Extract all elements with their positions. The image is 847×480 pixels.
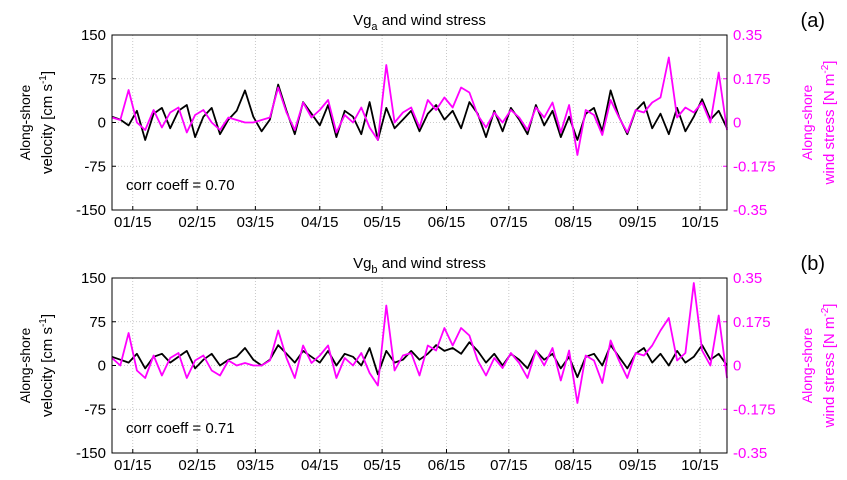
panel-label: (a): [801, 10, 825, 32]
y2-tick-label: 0.35: [733, 270, 762, 287]
x-tick-label: 07/15: [490, 457, 528, 474]
x-tick-label: 02/15: [178, 457, 216, 474]
x-tick-label: 01/15: [114, 214, 152, 231]
title-subscript: a: [371, 21, 378, 33]
title-main: Vg: [353, 12, 371, 29]
y-label: Along-shore: [17, 328, 33, 404]
x-tick-label: 05/15: [363, 457, 401, 474]
x-tick-label: 09/15: [619, 214, 657, 231]
x-tick-label: 10/15: [681, 457, 719, 474]
y-label-text: ]: [39, 71, 56, 75]
y-tick-label: -75: [84, 401, 106, 418]
y-tick-label: 0: [98, 358, 106, 375]
y-label: velocity [cm s-1]: [38, 71, 56, 174]
x-tick-label: 04/15: [301, 214, 339, 231]
annotation: corr coeff = 0.70: [126, 177, 235, 194]
panel: 01/15 02/15 03/15 04/15 05/15 06/15 07/15 08/15…: [17, 10, 838, 231]
y-label-superscript: -1: [38, 318, 49, 327]
y-label: velocity [cm s-1]: [38, 314, 56, 417]
y2-label-text: ]: [821, 304, 838, 308]
y2-label-text: wind stress [N m: [821, 317, 838, 429]
series-line: [111, 56, 728, 156]
x-tick-label: 03/15: [237, 457, 275, 474]
y2-tick-label: -0.175: [733, 401, 776, 418]
y-tick-label: 150: [81, 27, 106, 44]
x-tick-label: 06/15: [428, 457, 466, 474]
y2-label: wind stress [N m-2]: [820, 61, 838, 186]
plot-frame: [111, 34, 728, 211]
title-rest: and wind stress: [378, 12, 486, 29]
y-label-text: ]: [39, 314, 56, 318]
y2-tick-label: 0.175: [733, 71, 771, 88]
panel: 01/15 02/15 03/15 04/15 05/15 06/15 07/15 08/15…: [17, 253, 838, 474]
chart-title: Vgb and wind stress: [353, 255, 486, 276]
y-tick-label: -150: [76, 445, 106, 462]
x-tick-label: 01/15: [114, 457, 152, 474]
x-tick-label: 07/15: [490, 214, 528, 231]
y2-label-text: wind stress [N m: [821, 74, 838, 186]
title-main: Vg: [353, 255, 371, 272]
y-tick-label: -150: [76, 202, 106, 219]
y-label-superscript: -1: [38, 75, 49, 84]
x-tick-label: 02/15: [178, 214, 216, 231]
plot-frame: [111, 277, 728, 454]
y2-label: Along-shore: [799, 328, 815, 404]
y2-label-superscript: -2: [820, 64, 831, 73]
title-subscript: b: [371, 264, 377, 276]
y2-label-text: ]: [821, 61, 838, 65]
y2-label: Along-shore: [799, 85, 815, 161]
x-tick-label: 06/15: [428, 214, 466, 231]
title-rest: and wind stress: [378, 255, 486, 272]
y2-tick-label: -0.175: [733, 158, 776, 175]
y-label-text: velocity [cm s: [39, 327, 56, 417]
y-label: Along-shore: [17, 85, 33, 161]
y-tick-label: 75: [89, 71, 106, 88]
annotation: corr coeff = 0.71: [126, 420, 235, 437]
x-tick-label: 09/15: [619, 457, 657, 474]
y2-tick-label: 0: [733, 115, 741, 132]
panel-label: (b): [801, 253, 825, 275]
chart-title: Vga and wind stress: [353, 12, 486, 33]
y-tick-label: -75: [84, 158, 106, 175]
x-tick-label: 08/15: [554, 457, 592, 474]
y-label-text: velocity [cm s: [39, 84, 56, 174]
y2-tick-label: -0.35: [733, 202, 767, 219]
y2-tick-label: 0: [733, 358, 741, 375]
y2-tick-label: -0.35: [733, 445, 767, 462]
y-tick-label: 150: [81, 270, 106, 287]
x-tick-label: 08/15: [554, 214, 592, 231]
y2-label-superscript: -2: [820, 307, 831, 316]
x-tick-label: 10/15: [681, 214, 719, 231]
y-tick-label: 0: [98, 115, 106, 132]
y-tick-label: 75: [89, 314, 106, 331]
x-tick-label: 03/15: [237, 214, 275, 231]
series-line: [111, 282, 728, 404]
x-tick-label: 04/15: [301, 457, 339, 474]
series-line: [111, 341, 728, 379]
y2-tick-label: 0.175: [733, 314, 771, 331]
x-tick-label: 05/15: [363, 214, 401, 231]
y2-tick-label: 0.35: [733, 27, 762, 44]
y2-label: wind stress [N m-2]: [820, 304, 838, 429]
